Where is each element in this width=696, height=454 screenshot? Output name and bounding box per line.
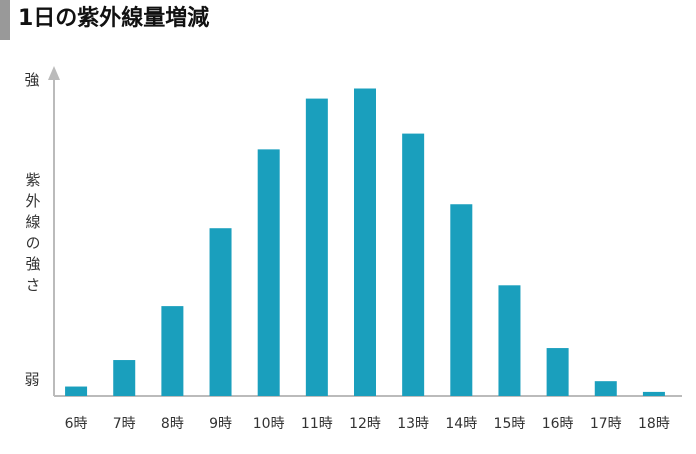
x-tick-label: 14時 <box>445 416 477 432</box>
bar <box>402 133 425 396</box>
x-tick-label: 12時 <box>349 416 381 432</box>
bar <box>305 98 328 396</box>
x-tick-label: 8時 <box>161 416 184 432</box>
x-tick-label: 13時 <box>397 416 429 432</box>
x-tick-label: 17時 <box>590 416 622 432</box>
bar <box>450 204 473 396</box>
y-tick-label: 弱 <box>24 371 39 389</box>
title-bar <box>0 0 10 40</box>
y-axis-arrow <box>48 66 60 80</box>
x-tick-label: 18時 <box>638 416 670 432</box>
bar <box>546 348 569 396</box>
x-tick-label: 10時 <box>253 416 285 432</box>
bar <box>354 88 376 396</box>
x-tick-label: 6時 <box>65 416 88 432</box>
bar <box>594 381 617 396</box>
bar <box>113 360 136 396</box>
y-tick-label: 強 <box>24 71 39 89</box>
x-tick-label: 9時 <box>209 416 232 432</box>
bar <box>161 306 184 396</box>
bar <box>642 391 665 396</box>
x-tick-label: 16時 <box>542 416 574 432</box>
bar <box>257 149 280 396</box>
x-tick-label: 11時 <box>301 416 333 432</box>
bar <box>498 285 521 396</box>
y-axis-title: 紫外線の強さ <box>24 172 42 298</box>
bar <box>209 228 232 396</box>
x-tick-label: 15時 <box>494 416 526 432</box>
bar <box>65 386 88 396</box>
x-tick-label: 7時 <box>113 416 136 432</box>
chart-title: 1日の紫外線量増減 <box>18 5 209 31</box>
